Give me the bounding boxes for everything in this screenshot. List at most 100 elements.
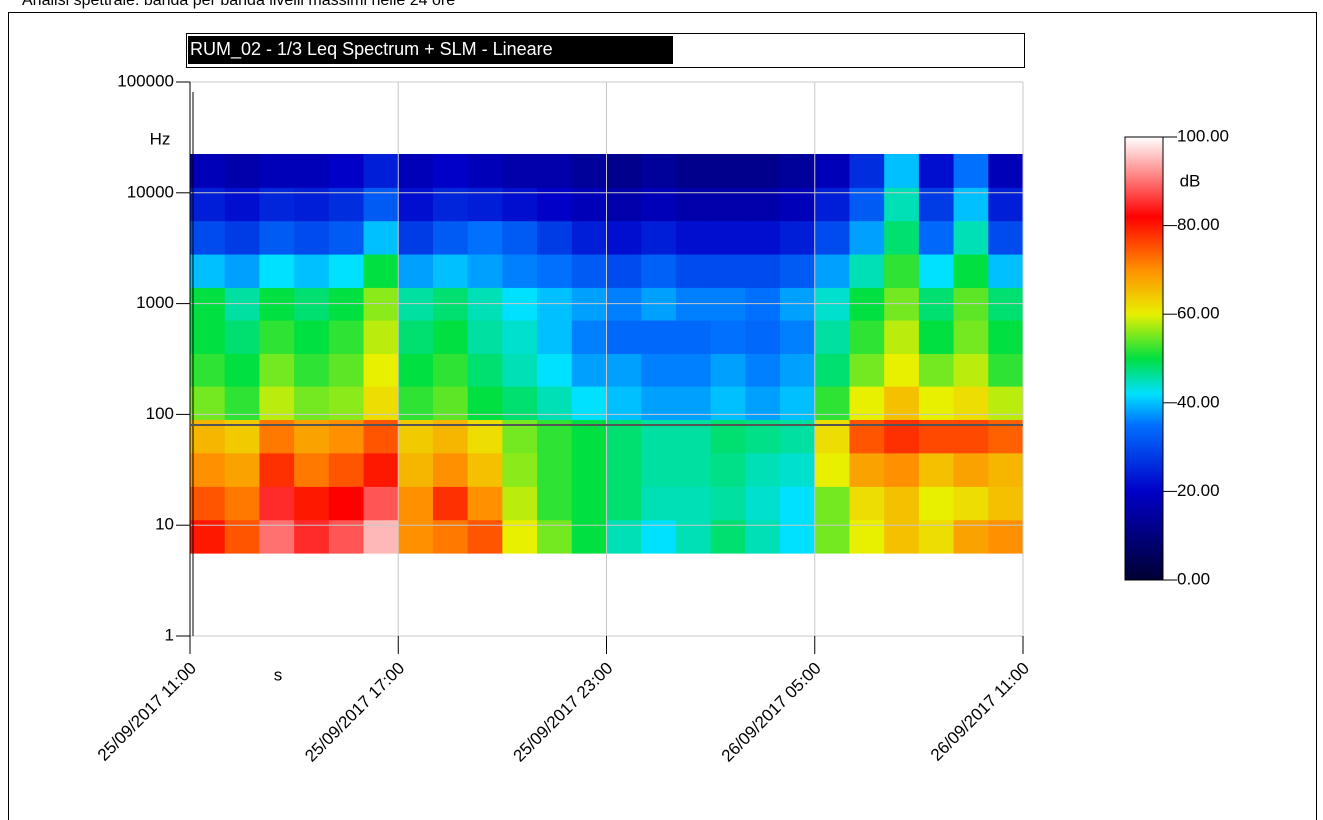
heat-cell bbox=[328, 452, 365, 487]
heat-cell bbox=[363, 452, 399, 487]
heat-cell bbox=[571, 254, 607, 288]
heat-cell bbox=[641, 486, 677, 521]
heat-cell bbox=[641, 353, 677, 387]
heat-cell bbox=[745, 254, 781, 288]
heat-cell bbox=[675, 153, 712, 188]
heat-cell bbox=[710, 320, 746, 354]
heat-cell bbox=[328, 320, 365, 354]
heat-cell bbox=[606, 320, 642, 354]
heat-cell bbox=[710, 254, 746, 288]
heat-cell bbox=[988, 452, 1024, 487]
heat-cell bbox=[398, 153, 434, 188]
frame bbox=[8, 12, 1317, 820]
colorbar-tick-label: 60.00 bbox=[1177, 304, 1220, 323]
heat-cell bbox=[884, 220, 920, 255]
heat-cell bbox=[780, 486, 816, 521]
heat-cell bbox=[259, 320, 295, 354]
heat-cell bbox=[780, 254, 816, 288]
heat-cell bbox=[606, 353, 642, 387]
heat-cell bbox=[294, 220, 330, 255]
heat-cell bbox=[641, 220, 677, 255]
heat-cell bbox=[537, 486, 573, 521]
heat-cell bbox=[780, 452, 816, 487]
y-tick-label: 1 bbox=[165, 625, 174, 644]
heat-cell bbox=[259, 486, 295, 521]
heat-cell bbox=[710, 353, 746, 387]
colorbar-tick-label: 100.00 bbox=[1177, 126, 1229, 145]
heat-cell bbox=[363, 153, 399, 188]
heat-cell bbox=[849, 220, 885, 255]
heat-cell bbox=[363, 220, 399, 255]
heat-cell bbox=[537, 452, 573, 487]
heat-cell bbox=[190, 353, 226, 387]
heat-cell bbox=[398, 452, 434, 487]
heat-cell bbox=[849, 353, 885, 387]
chart-title: RUM_02 - 1/3 Leq Spectrum + SLM - Linear… bbox=[190, 39, 553, 60]
x-tick-label: 25/09/2017 11:00 bbox=[94, 659, 200, 765]
heat-cell bbox=[259, 220, 295, 255]
heat-cell bbox=[918, 486, 955, 521]
heat-cell bbox=[571, 320, 607, 354]
heat-cell bbox=[190, 452, 226, 487]
heat-cell bbox=[745, 452, 781, 487]
heat-cell bbox=[259, 153, 295, 188]
x-tick-label: 25/09/2017 23:00 bbox=[509, 659, 616, 766]
heat-cell bbox=[467, 353, 503, 387]
heat-cell bbox=[675, 254, 712, 288]
heat-cell bbox=[884, 452, 920, 487]
heat-cell bbox=[606, 452, 642, 487]
heat-cell bbox=[398, 254, 434, 288]
heat-cell bbox=[884, 153, 920, 188]
page-title: Analisi spettrale: banda per banda livel… bbox=[22, 0, 455, 9]
heat-cell bbox=[224, 452, 260, 487]
y-tick-label: 100 bbox=[146, 404, 174, 423]
heat-cell bbox=[259, 353, 295, 387]
colorbar-tick-label: 20.00 bbox=[1177, 481, 1220, 500]
heat-cell bbox=[814, 486, 850, 521]
heat-cell bbox=[814, 320, 850, 354]
heat-cell bbox=[745, 320, 781, 354]
heat-cell bbox=[814, 220, 850, 255]
heat-cell bbox=[294, 320, 330, 354]
heat-cell bbox=[814, 153, 850, 188]
y-tick-label: 1000 bbox=[136, 293, 174, 312]
colorbar-tick-label: 80.00 bbox=[1177, 215, 1220, 234]
heat-cell bbox=[641, 254, 677, 288]
heat-cell bbox=[780, 353, 816, 387]
heat-cell bbox=[918, 153, 955, 188]
heat-cell bbox=[432, 353, 469, 387]
colorbar-tick-label: 40.00 bbox=[1177, 392, 1220, 411]
heat-cell bbox=[259, 452, 295, 487]
heat-cell bbox=[190, 486, 226, 521]
heat-cell bbox=[780, 153, 816, 188]
heat-cell bbox=[502, 320, 538, 354]
heat-cell bbox=[953, 486, 989, 521]
heat-cell bbox=[190, 153, 226, 188]
colorbar-tick-label: 0.00 bbox=[1177, 569, 1210, 588]
heat-cell bbox=[537, 353, 573, 387]
heat-cell bbox=[745, 353, 781, 387]
heat-cell bbox=[918, 220, 955, 255]
heat-cell bbox=[328, 153, 365, 188]
y-tick-label: 100000 bbox=[117, 71, 174, 90]
heat-cell bbox=[502, 452, 538, 487]
heat-cell bbox=[502, 353, 538, 387]
heat-cell bbox=[710, 153, 746, 188]
heat-cell bbox=[814, 254, 850, 288]
heat-cell bbox=[988, 320, 1024, 354]
heat-cell bbox=[918, 353, 955, 387]
heat-cell bbox=[918, 320, 955, 354]
heat-cell bbox=[641, 320, 677, 354]
heat-cell bbox=[884, 320, 920, 354]
heat-cell bbox=[745, 153, 781, 188]
heat-cell bbox=[814, 353, 850, 387]
heat-cell bbox=[571, 486, 607, 521]
heat-cell bbox=[606, 220, 642, 255]
heat-cell bbox=[710, 486, 746, 521]
heat-cell bbox=[363, 353, 399, 387]
heat-cell bbox=[849, 486, 885, 521]
heat-cell bbox=[224, 220, 260, 255]
y-axis-label: Hz bbox=[150, 129, 171, 148]
heat-cell bbox=[363, 486, 399, 521]
x-tick-label: 26/09/2017 11:00 bbox=[927, 659, 1033, 765]
